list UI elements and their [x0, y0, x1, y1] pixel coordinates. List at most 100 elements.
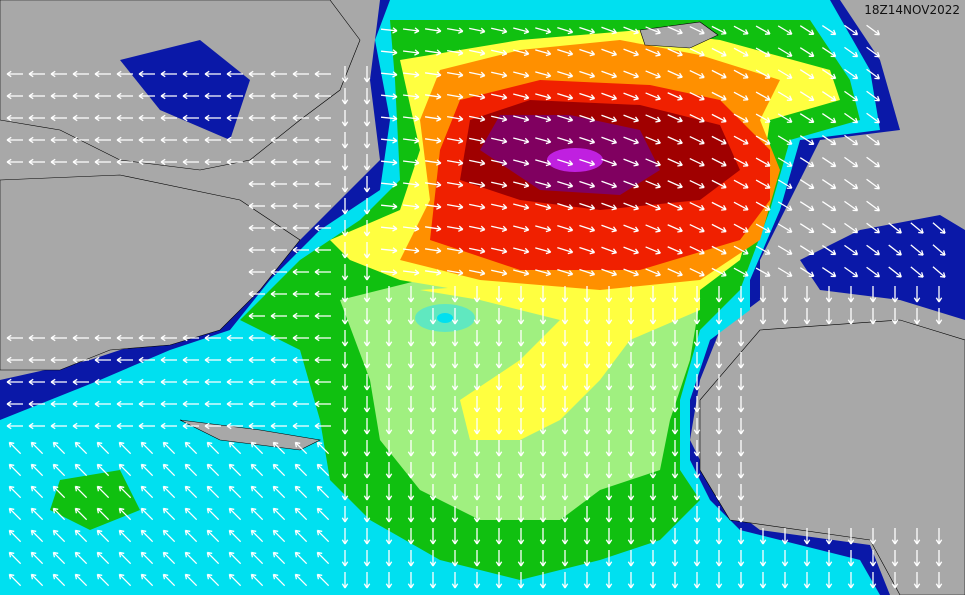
arrow — [341, 176, 349, 193]
arrow — [116, 92, 133, 100]
arrow — [539, 330, 547, 347]
arrow — [74, 507, 88, 521]
arrow — [6, 158, 23, 166]
arrow — [491, 225, 508, 233]
arrow — [182, 70, 199, 78]
arrow — [363, 88, 371, 105]
arrow — [513, 247, 530, 255]
arrow — [160, 70, 177, 78]
arrow — [451, 462, 459, 479]
arrow — [204, 400, 221, 408]
arrow — [6, 356, 23, 364]
arrow — [711, 223, 727, 233]
arrow — [314, 136, 331, 144]
arrow — [429, 550, 437, 567]
arrow — [491, 71, 508, 79]
arrow — [517, 396, 525, 413]
arrow — [385, 308, 393, 325]
arrow — [803, 308, 811, 325]
arrow — [513, 181, 530, 189]
arrow — [605, 374, 613, 391]
arrow — [292, 246, 309, 254]
arrow — [513, 115, 530, 123]
arrow — [160, 136, 177, 144]
arrow — [539, 440, 547, 457]
arrow — [473, 550, 481, 567]
arrow — [118, 573, 132, 587]
arrow — [866, 178, 881, 190]
arrow — [733, 245, 749, 255]
arrow — [30, 485, 44, 499]
arrow — [250, 529, 264, 543]
arrow — [116, 356, 133, 364]
arrow — [385, 418, 393, 435]
arrow — [50, 70, 67, 78]
arrow — [605, 418, 613, 435]
arrow — [270, 114, 287, 122]
arrow — [272, 441, 286, 455]
arrow — [50, 136, 67, 144]
arrow — [424, 181, 442, 188]
arrow — [737, 396, 745, 413]
arrow — [162, 573, 176, 587]
arrow — [74, 529, 88, 543]
arrow — [715, 352, 723, 369]
arrow — [138, 136, 155, 144]
arrow — [491, 27, 508, 35]
arrow — [473, 484, 481, 501]
arrow — [583, 352, 591, 369]
arrow — [803, 286, 811, 303]
arrow — [844, 222, 859, 234]
arrow — [888, 244, 902, 256]
arrow — [866, 266, 881, 278]
arrow — [402, 269, 420, 276]
arrow — [270, 290, 287, 298]
arrow — [649, 462, 657, 479]
arrow — [601, 70, 618, 79]
arrow — [341, 484, 349, 501]
arrow — [733, 69, 749, 79]
arrow — [579, 224, 596, 233]
arrow — [138, 334, 155, 342]
arrow — [605, 506, 613, 523]
arrow — [627, 308, 635, 325]
arrow — [94, 334, 111, 342]
arrow — [473, 440, 481, 457]
arrow — [30, 441, 44, 455]
arrow — [385, 528, 393, 545]
arrow — [469, 203, 486, 210]
arrow — [451, 286, 459, 303]
arrow — [294, 507, 308, 521]
arrow — [825, 528, 833, 545]
arrow — [341, 242, 349, 259]
arrow — [270, 92, 287, 100]
arrow — [649, 374, 657, 391]
arrow — [469, 27, 486, 34]
arrow — [363, 484, 371, 501]
arrow — [8, 441, 22, 455]
arrow — [491, 93, 508, 101]
arrow — [402, 115, 420, 122]
arrow — [799, 135, 815, 145]
arrow — [711, 25, 727, 35]
arrow — [116, 70, 133, 78]
arrow — [294, 573, 308, 587]
arrow — [539, 550, 547, 567]
arrow — [821, 113, 837, 124]
arrow — [94, 378, 111, 386]
arrow — [30, 529, 44, 543]
arrow — [755, 47, 771, 57]
arrow — [138, 400, 155, 408]
arrow — [248, 334, 265, 342]
arrow — [755, 113, 771, 123]
arrow — [649, 506, 657, 523]
arrow — [733, 267, 749, 277]
arrow — [601, 268, 618, 277]
arrow — [341, 418, 349, 435]
arrow — [844, 178, 859, 190]
arrow — [363, 132, 371, 149]
arrow — [248, 180, 265, 188]
arrow — [535, 71, 552, 79]
arrow — [913, 528, 921, 545]
arrow — [407, 330, 415, 347]
